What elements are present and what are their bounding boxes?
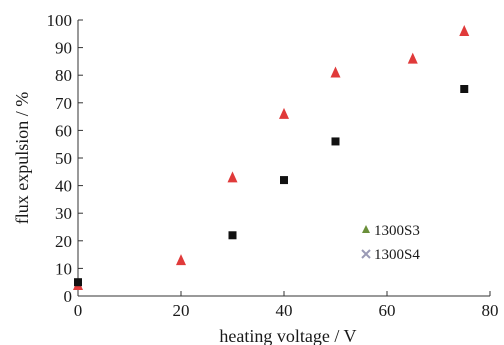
data-point-1300s3 (330, 66, 341, 78)
legend-label-1300s4: 1300S4 (374, 247, 420, 263)
x-tick-label: 60 (379, 301, 396, 320)
legend-marker-1300s4 (361, 249, 371, 259)
data-point-1300s4 (460, 85, 469, 93)
legend-x-stroke (361, 249, 371, 259)
y-tick-label: 10 (55, 259, 72, 278)
data-point-1300s3 (459, 25, 470, 37)
y-tick-label: 100 (47, 11, 73, 30)
data-point-1300s4 (280, 176, 288, 185)
y-tick-label: 90 (55, 39, 72, 58)
y-tick-label: 70 (55, 94, 72, 113)
y-tick-label: 0 (64, 287, 73, 306)
y-tick-label: 50 (55, 149, 72, 168)
y-tick-label: 80 (55, 66, 72, 85)
x-axis-title: heating voltage / V (219, 326, 356, 345)
data-point-1300s4 (228, 231, 237, 240)
y-tick-label: 60 (55, 121, 72, 140)
y-tick-label: 40 (55, 177, 72, 196)
x-tick-label: 80 (482, 301, 499, 320)
legend-marker-1300s3 (362, 225, 370, 233)
y-axis-title: flux expulsion / % (12, 92, 32, 225)
data-point-1300s3 (176, 254, 186, 266)
data-point-1300s4 (74, 278, 82, 287)
y-tick-label: 20 (55, 232, 72, 251)
legend-label-1300s3: 1300S3 (374, 223, 420, 239)
data-points (73, 25, 470, 290)
data-point-1300s3 (227, 171, 238, 183)
data-point-1300s4 (331, 137, 340, 146)
legend: 1300S3 1300S4 (361, 223, 420, 263)
x-tick-label: 0 (74, 301, 83, 320)
data-point-1300s3 (407, 52, 418, 64)
x-tick-label: 20 (173, 301, 190, 320)
x-tick-label: 40 (276, 301, 293, 320)
y-tick-label: 30 (55, 204, 72, 223)
axes (77, 20, 490, 297)
ticks: 0 10 20 30 40 50 60 70 80 90 100 0 20 40 60 80 (47, 11, 499, 320)
data-point-1300s3 (279, 107, 289, 119)
